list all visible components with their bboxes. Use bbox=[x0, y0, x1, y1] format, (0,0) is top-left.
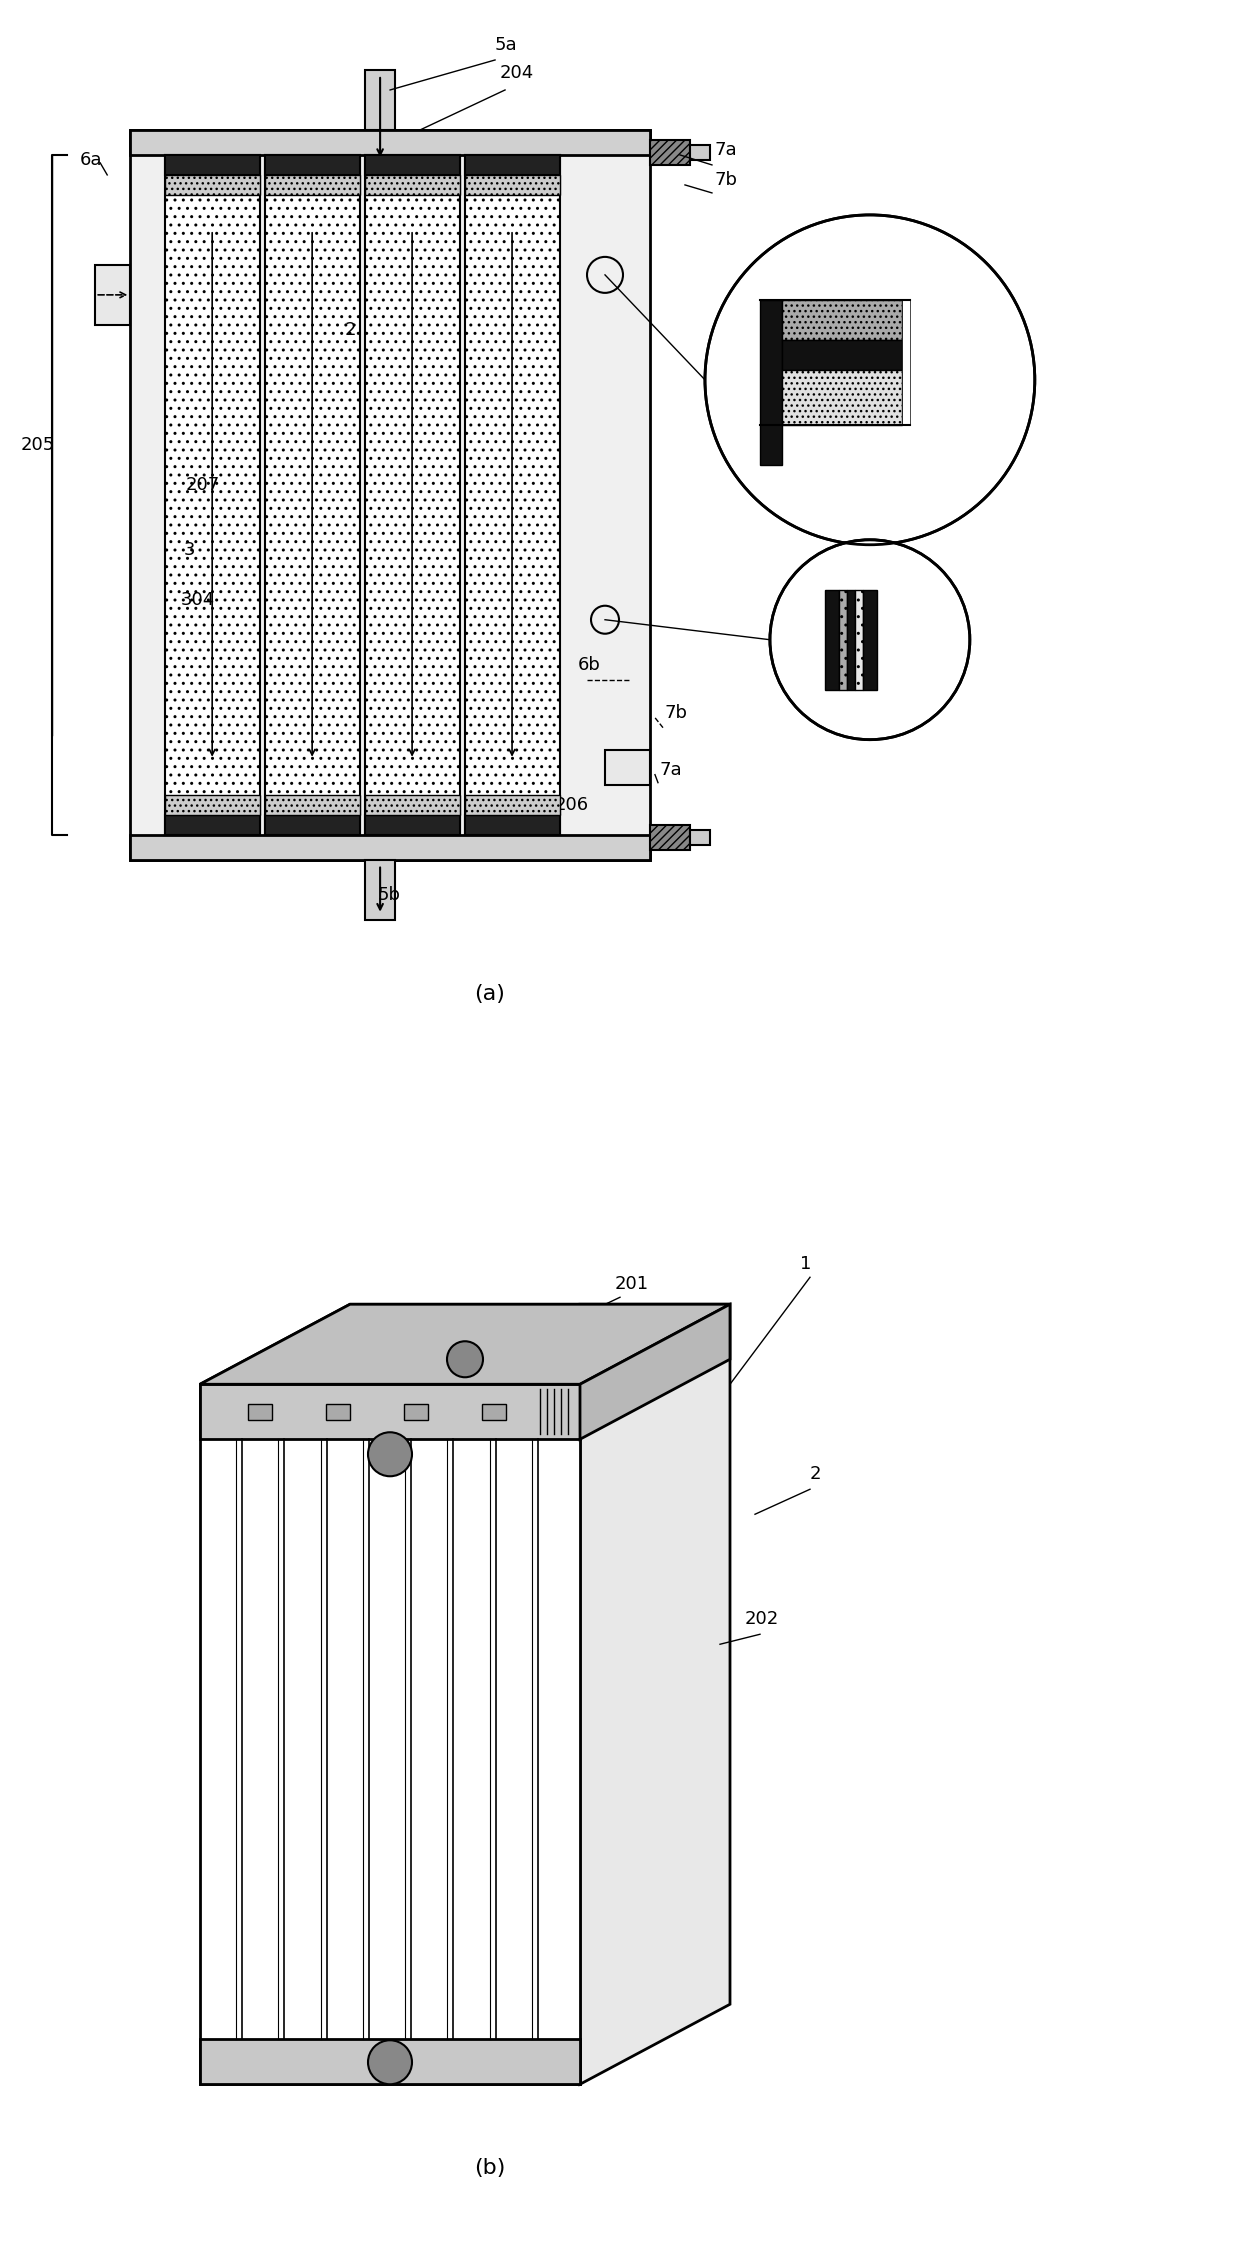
Polygon shape bbox=[580, 1304, 730, 1439]
Bar bbox=[165, 794, 260, 814]
Bar bbox=[465, 155, 560, 834]
Bar bbox=[901, 299, 910, 425]
Bar bbox=[365, 175, 460, 196]
Text: 301: 301 bbox=[765, 270, 796, 288]
Bar bbox=[365, 814, 460, 834]
Bar bbox=[839, 589, 847, 690]
Bar bbox=[130, 130, 650, 859]
Bar bbox=[95, 265, 130, 324]
Bar bbox=[482, 1403, 506, 1421]
Bar bbox=[365, 859, 396, 920]
Bar bbox=[782, 340, 901, 369]
Bar bbox=[265, 794, 360, 814]
Bar bbox=[854, 589, 863, 690]
Text: 204: 204 bbox=[500, 63, 534, 81]
Bar bbox=[165, 175, 260, 196]
Bar bbox=[248, 1403, 272, 1421]
Text: 5b: 5b bbox=[377, 886, 401, 904]
Bar bbox=[130, 130, 650, 155]
Text: 7a: 7a bbox=[660, 760, 682, 778]
Bar bbox=[650, 139, 689, 164]
Circle shape bbox=[446, 1340, 484, 1376]
Text: 5a: 5a bbox=[495, 36, 517, 54]
Text: 304: 304 bbox=[180, 591, 215, 609]
Bar bbox=[605, 749, 650, 785]
Bar bbox=[326, 1403, 350, 1421]
Text: 4: 4 bbox=[248, 1536, 259, 1554]
Bar bbox=[200, 1385, 580, 2085]
Circle shape bbox=[706, 216, 1035, 544]
Text: 2: 2 bbox=[810, 1466, 821, 1484]
Text: 203: 203 bbox=[420, 2060, 454, 2078]
Bar bbox=[689, 830, 711, 846]
Text: 2: 2 bbox=[345, 322, 357, 340]
Bar bbox=[863, 589, 877, 690]
Text: 7b: 7b bbox=[665, 704, 688, 722]
Text: 201: 201 bbox=[615, 1275, 649, 1293]
Bar bbox=[165, 814, 260, 834]
Bar bbox=[165, 155, 260, 834]
Circle shape bbox=[368, 1433, 412, 1475]
Text: 4: 4 bbox=[295, 2026, 306, 2044]
Text: (b): (b) bbox=[475, 2159, 506, 2179]
Text: 207: 207 bbox=[185, 477, 219, 495]
Bar bbox=[404, 1403, 428, 1421]
Text: 403: 403 bbox=[935, 353, 966, 371]
Bar bbox=[782, 299, 901, 340]
Text: 7b: 7b bbox=[715, 171, 738, 189]
Bar bbox=[465, 814, 560, 834]
Text: 401: 401 bbox=[935, 270, 966, 288]
Bar bbox=[265, 175, 360, 196]
Bar bbox=[465, 175, 560, 196]
Text: 303: 303 bbox=[842, 630, 870, 643]
Text: 206: 206 bbox=[556, 796, 589, 814]
Polygon shape bbox=[200, 1304, 730, 1385]
Circle shape bbox=[368, 2040, 412, 2085]
Text: 302: 302 bbox=[842, 605, 870, 621]
Text: 402: 402 bbox=[935, 310, 966, 328]
Bar bbox=[782, 369, 901, 425]
Text: 301: 301 bbox=[842, 582, 870, 598]
Text: 404: 404 bbox=[236, 1394, 269, 1412]
Bar bbox=[365, 155, 460, 175]
Bar bbox=[760, 299, 782, 466]
Bar bbox=[465, 794, 560, 814]
Text: 6a: 6a bbox=[81, 151, 103, 169]
Text: 202: 202 bbox=[745, 1610, 779, 1628]
Polygon shape bbox=[580, 1304, 730, 2085]
Polygon shape bbox=[200, 1304, 730, 1385]
Bar bbox=[165, 155, 260, 175]
Text: 3: 3 bbox=[184, 540, 195, 558]
Bar bbox=[365, 155, 460, 834]
Text: (a): (a) bbox=[475, 983, 506, 1003]
Text: 404: 404 bbox=[200, 1995, 234, 2013]
Bar bbox=[265, 814, 360, 834]
Text: 7a: 7a bbox=[715, 142, 738, 160]
Bar bbox=[265, 155, 360, 175]
Bar bbox=[465, 155, 560, 175]
Bar bbox=[200, 1385, 580, 1439]
Bar bbox=[200, 2040, 580, 2085]
Text: 303: 303 bbox=[748, 364, 780, 382]
Bar bbox=[365, 70, 396, 130]
Bar bbox=[825, 589, 839, 690]
Bar bbox=[130, 834, 650, 859]
Bar bbox=[365, 794, 460, 814]
Text: 302: 302 bbox=[748, 315, 780, 333]
Bar bbox=[847, 589, 854, 690]
Text: 205: 205 bbox=[20, 436, 55, 454]
Text: 3: 3 bbox=[210, 1860, 222, 1878]
Text: 6b: 6b bbox=[578, 657, 601, 675]
Text: 1: 1 bbox=[800, 1255, 811, 1273]
Circle shape bbox=[770, 540, 970, 740]
Bar bbox=[265, 155, 360, 834]
Bar bbox=[650, 825, 689, 850]
Bar bbox=[689, 144, 711, 160]
